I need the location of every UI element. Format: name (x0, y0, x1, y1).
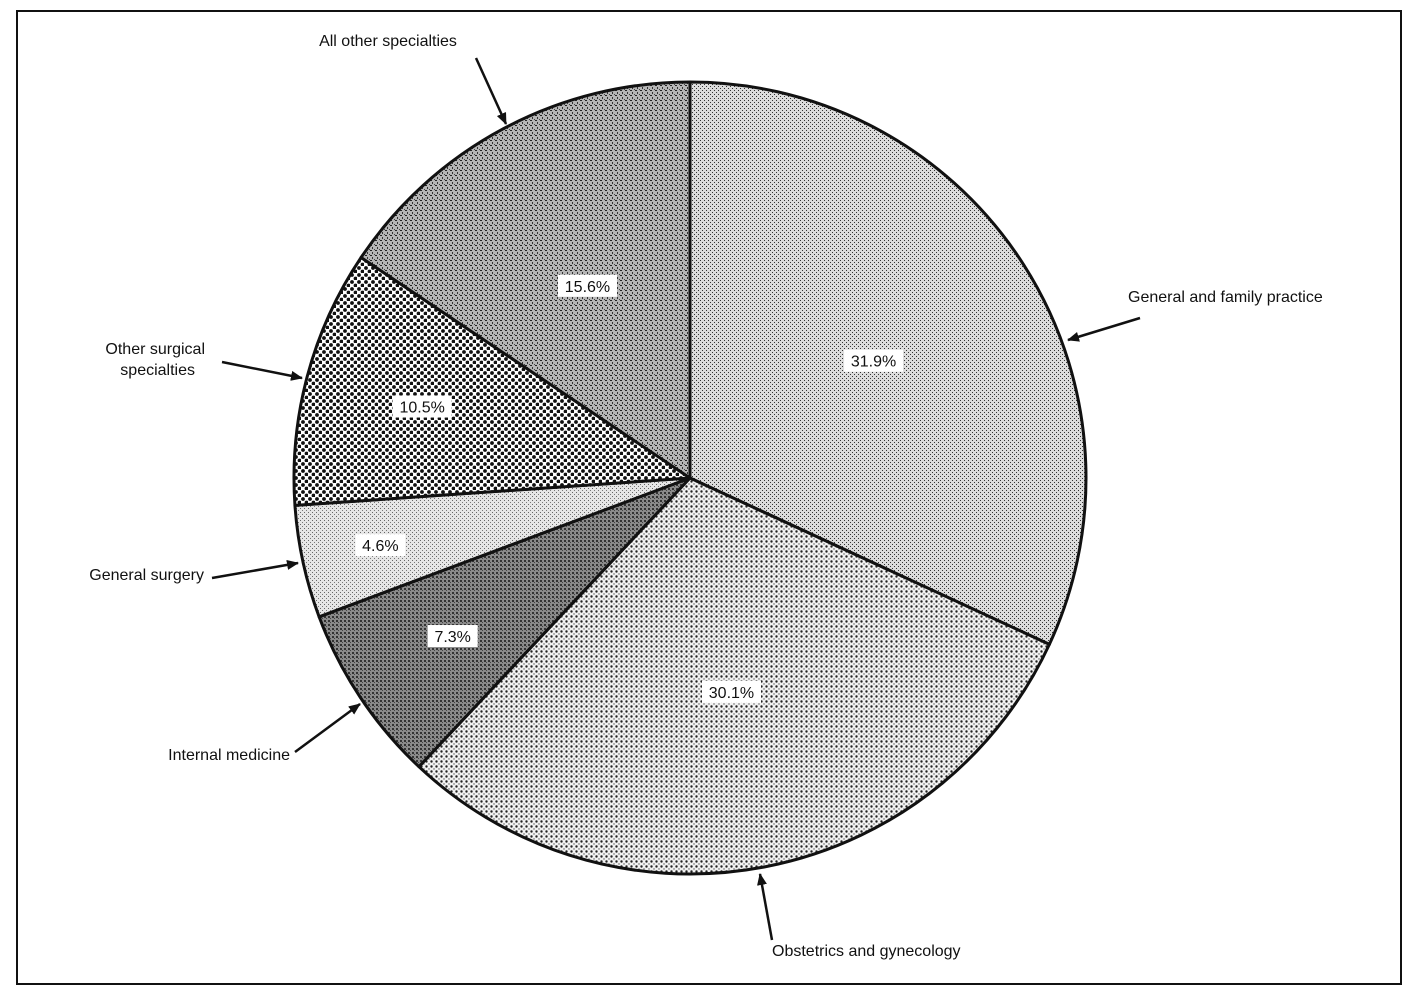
label-pointer-arrow (474, 57, 508, 125)
label-pointer-arrow (211, 559, 299, 580)
slice-category-label: Other surgical specialties (105, 341, 303, 381)
slice-value-label: 7.3% (427, 625, 478, 648)
svg-text:10.5%: 10.5% (399, 400, 444, 417)
svg-text:All other specialties: All other specialties (319, 33, 457, 50)
label-pointer-arrow (221, 360, 303, 381)
svg-text:General and family practice: General and family practice (1128, 289, 1323, 306)
slice-category-label: All other specialties (319, 33, 508, 125)
slice-value-label: 4.6% (355, 534, 406, 557)
slice-category-label: General surgery (89, 559, 299, 584)
svg-text:7.3%: 7.3% (434, 629, 470, 646)
slice-value-label: 30.1% (701, 680, 761, 703)
label-pointer-arrow (757, 873, 774, 941)
slice-category-label: General and family practice (1067, 289, 1323, 342)
svg-text:Internal medicine: Internal medicine (168, 747, 290, 764)
slice-category-label: Internal medicine (168, 702, 361, 764)
pie-slice-internal-medicine (317, 476, 692, 769)
svg-text:15.6%: 15.6% (565, 279, 610, 296)
svg-text:30.1%: 30.1% (709, 685, 754, 702)
svg-text:31.9%: 31.9% (851, 354, 896, 371)
slice-value-label: 31.9% (844, 349, 904, 372)
label-pointer-arrow (1067, 316, 1141, 342)
category-labels-layer: General and family practice Obstetrics an… (89, 33, 1323, 960)
svg-text:4.6%: 4.6% (362, 538, 398, 555)
value-labels-layer: 31.9% 30.1% 7.3% 4.6% 10.5% 15.6% (355, 274, 904, 703)
slice-value-label: 15.6% (557, 274, 617, 297)
label-pointer-arrow (294, 702, 361, 754)
pie-slice-other-surgical-specialties (292, 255, 692, 507)
svg-text:Obstetrics and gynecology: Obstetrics and gynecology (772, 943, 961, 960)
svg-text:General surgery: General surgery (89, 567, 204, 584)
slice-category-label: Obstetrics and gynecology (757, 873, 961, 960)
slice-value-label: 10.5% (392, 395, 452, 418)
slices-layer (292, 80, 1088, 876)
pie-slice-all-other-specialties (359, 80, 692, 480)
pie-slice-obstetrics-and-gynecology (417, 476, 1051, 876)
